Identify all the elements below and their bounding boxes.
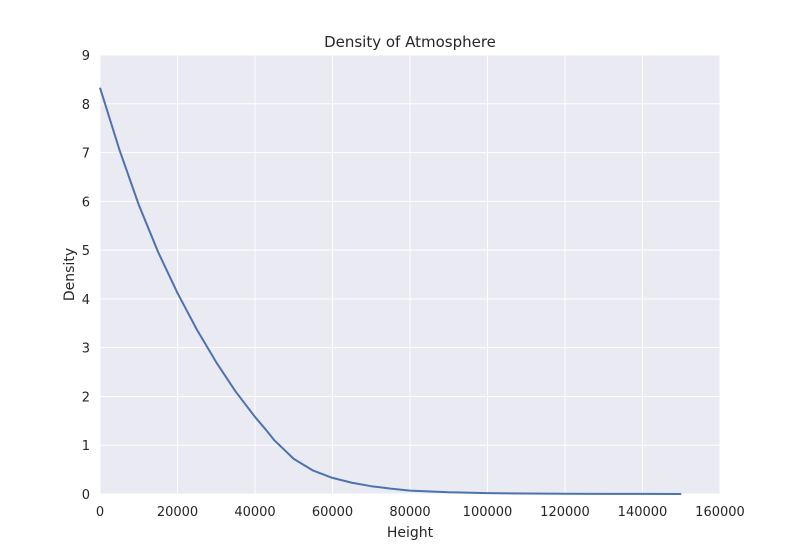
x-tick-label: 20000 [157,505,198,520]
x-tick-label: 80000 [389,505,430,520]
x-tick-label: 100000 [463,505,513,520]
y-tick-label: 7 [82,147,90,162]
y-tick-label: 9 [82,49,90,64]
x-tick-label: 60000 [312,505,353,520]
x-tick-label: 0 [96,505,104,520]
y-tick-label: 0 [82,488,90,503]
x-tick-label: 140000 [618,505,668,520]
density-series-line [99,87,682,495]
x-tick-labels: 0 20000 40000 60000 80000 100000 120000 140000 1… [96,505,745,520]
y-tick-label: 3 [82,342,90,357]
x-axis-label: Height [387,525,434,541]
y-tick-label: 6 [82,195,90,210]
chart-title: Density of Atmosphere [324,33,496,51]
x-tick-label: 160000 [695,505,745,520]
y-tick-label: 4 [82,293,90,308]
y-axis-label: Density [62,248,78,301]
x-tick-label: 40000 [234,505,275,520]
x-tick-label: 120000 [540,505,590,520]
series-layer [99,87,682,495]
y-tick-labels: 0 1 2 3 4 5 6 7 8 9 [82,49,90,503]
y-tick-label: 5 [82,244,90,259]
y-tick-label: 2 [82,390,90,405]
y-tick-label: 8 [82,98,90,113]
y-tick-label: 1 [82,439,90,454]
